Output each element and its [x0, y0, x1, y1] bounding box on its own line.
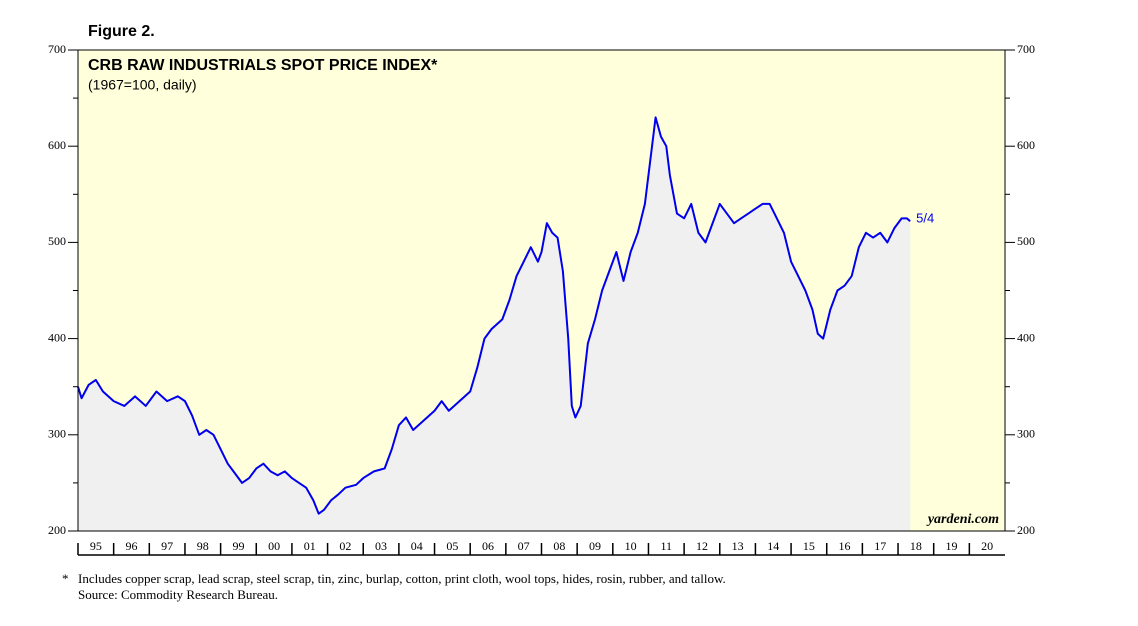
x-tick-label: 19 [946, 539, 958, 553]
chart-title: CRB RAW INDUSTRIALS SPOT PRICE INDEX* [88, 57, 438, 74]
y-tick-label: 200 [48, 523, 66, 537]
x-tick-label: 97 [161, 539, 173, 553]
x-tick-label: 16 [839, 539, 851, 553]
x-tick-label: 06 [482, 539, 494, 553]
x-tick-label: 03 [375, 539, 387, 553]
watermark: yardeni.com [926, 512, 999, 527]
line [77, 116, 911, 515]
y2-tick-label: 300 [1017, 427, 1035, 441]
x-tick-label: 13 [732, 539, 744, 553]
y2-tick-label: 700 [1017, 42, 1035, 56]
x-tick-label: 14 [767, 539, 779, 553]
y-tick-label: 300 [48, 427, 66, 441]
y2-tick-label: 400 [1017, 330, 1035, 344]
y2-tick-label: 200 [1017, 523, 1035, 537]
x-tick-label: 04 [411, 539, 423, 553]
x-tick-label: 01 [304, 539, 316, 553]
y-tick-label: 600 [48, 138, 66, 152]
y-tick-label: 500 [48, 234, 66, 248]
y2-tick-label: 500 [1017, 234, 1035, 248]
x-tick-label: 09 [589, 539, 601, 553]
end-label: 5/4 [916, 211, 934, 226]
source: Source: Commodity Research Bureau. [78, 587, 278, 602]
x-tick-label: 20 [981, 539, 993, 553]
x-tick-label: 07 [518, 539, 530, 553]
x-tick-label: 17 [874, 539, 886, 553]
x-tick-label: 00 [268, 539, 280, 553]
y2-tick-label: 600 [1017, 138, 1035, 152]
x-tick-label: 18 [910, 539, 922, 553]
x-tick-label: 05 [446, 539, 458, 553]
x-tick-label: 02 [339, 539, 351, 553]
x-tick-label: 95 [90, 539, 102, 553]
x-tick-label: 99 [232, 539, 244, 553]
x-tick-label: 08 [553, 539, 565, 553]
y-tick-label: 700 [48, 42, 66, 56]
x-tick-label: 12 [696, 539, 708, 553]
footnote-marker: * [62, 571, 69, 586]
x-tick-label: 11 [661, 539, 673, 553]
y-tick-label: 400 [48, 330, 66, 344]
x-tick-label: 98 [197, 539, 209, 553]
x-tick-label: 10 [625, 539, 637, 553]
figure-label: Figure 2. [88, 23, 155, 40]
x-tick-label: 96 [125, 539, 137, 553]
area [78, 117, 911, 531]
chart-subtitle: (1967=100, daily) [88, 77, 197, 93]
footnote: Includes copper scrap, lead scrap, steel… [78, 571, 726, 586]
x-tick-label: 15 [803, 539, 815, 553]
